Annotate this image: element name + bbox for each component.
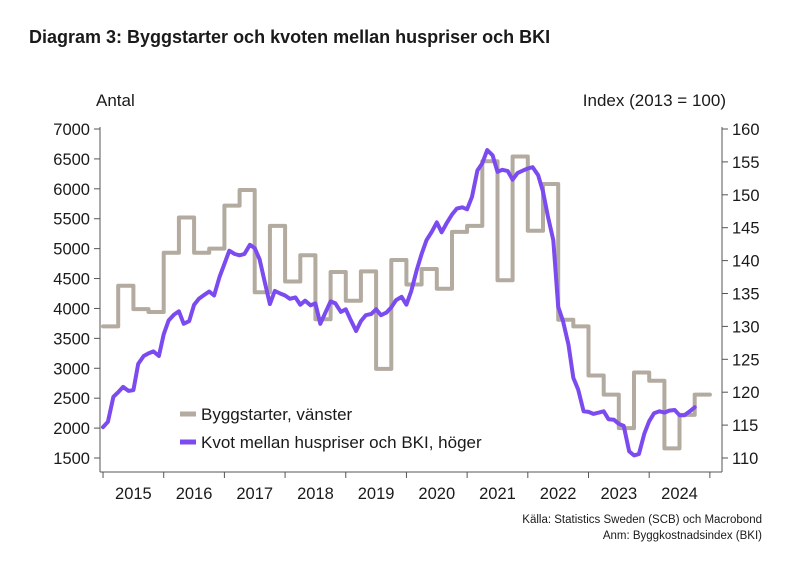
right-tick-label: 150 bbox=[732, 187, 760, 205]
left-tick-label: 6500 bbox=[53, 151, 90, 169]
x-tick-label: 2016 bbox=[176, 485, 213, 503]
left-tick-label: 3500 bbox=[53, 330, 90, 348]
right-tick-label: 135 bbox=[732, 286, 760, 304]
x-tick-label: 2017 bbox=[236, 485, 273, 503]
left-tick-label: 4500 bbox=[53, 271, 90, 289]
x-tick-label: 2020 bbox=[418, 485, 455, 503]
abbreviation-note: Anm: Byggkostnadsindex (BKI) bbox=[602, 530, 762, 542]
left-tick-label: 7000 bbox=[53, 121, 90, 139]
series-byggstarter-line bbox=[101, 154, 712, 451]
x-tick-label: 2023 bbox=[600, 485, 637, 503]
x-tick-label: 2022 bbox=[540, 485, 577, 503]
x-tick-label: 2021 bbox=[479, 485, 516, 503]
legend-label: Kvot mellan huspriser och BKI, höger bbox=[201, 433, 482, 452]
left-tick-label: 5000 bbox=[53, 241, 90, 259]
x-tick-label: 2015 bbox=[115, 485, 152, 503]
x-tick-label: 2018 bbox=[297, 485, 334, 503]
right-tick-label: 155 bbox=[732, 154, 760, 172]
source-note: Källa: Statistics Sweden (SCB) och Macro… bbox=[522, 514, 762, 526]
chart-title: Diagram 3: Byggstarter och kvoten mellan… bbox=[29, 27, 551, 47]
left-tick-label: 5500 bbox=[53, 211, 90, 229]
legend-label: Byggstarter, vänster bbox=[201, 405, 353, 424]
x-tick-label: 2019 bbox=[358, 485, 395, 503]
left-tick-label: 1500 bbox=[53, 450, 90, 468]
left-axis-label: Antal bbox=[96, 91, 135, 110]
right-tick-label: 115 bbox=[732, 417, 758, 435]
right-tick-label: 130 bbox=[732, 318, 760, 336]
right-tick-label: 125 bbox=[732, 351, 760, 369]
left-tick-label: 3000 bbox=[53, 360, 90, 378]
right-tick-label: 120 bbox=[732, 384, 760, 402]
right-tick-label: 140 bbox=[732, 253, 760, 271]
right-tick-label: 145 bbox=[732, 220, 760, 238]
left-tick-label: 6000 bbox=[53, 181, 90, 199]
left-tick-label: 2500 bbox=[53, 390, 90, 408]
series-kvot-line bbox=[101, 148, 697, 458]
right-axis-label: Index (2013 = 100) bbox=[582, 91, 726, 110]
left-tick-label: 2000 bbox=[53, 420, 90, 438]
right-tick-label: 160 bbox=[732, 121, 760, 139]
right-tick-label: 110 bbox=[732, 450, 758, 468]
left-tick-label: 4000 bbox=[53, 300, 90, 318]
x-tick-label: 2024 bbox=[661, 485, 698, 503]
